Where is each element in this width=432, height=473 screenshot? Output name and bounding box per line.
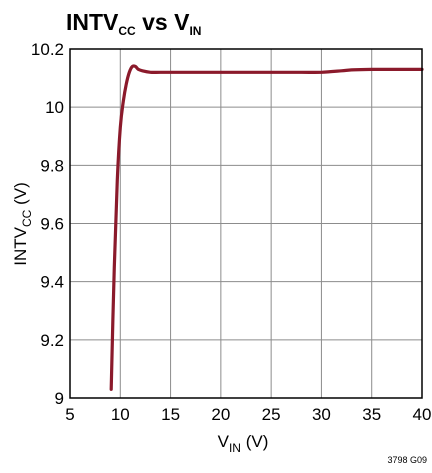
y-tick-label: 9.8 (40, 156, 64, 175)
y-tick-label: 9.4 (40, 273, 64, 292)
chart-title: INTVCC vs VIN (66, 9, 201, 38)
x-tick-label: 30 (312, 405, 331, 424)
x-tick-label: 5 (65, 405, 74, 424)
x-tick-label: 25 (262, 405, 281, 424)
y-axis-label: INTVCC (V) (11, 182, 34, 265)
figure-id-note: 3798 G09 (387, 455, 427, 465)
y-tick-label: 9.2 (40, 331, 64, 350)
x-tick-label: 20 (211, 405, 230, 424)
plot-frame (69, 48, 423, 399)
y-tick-label: 10.2 (31, 40, 64, 59)
y-tick-label: 10 (45, 98, 64, 117)
grid (69, 48, 423, 399)
x-tick-label: 35 (362, 405, 381, 424)
x-axis-label: VIN (V) (218, 432, 269, 455)
series-line (109, 64, 424, 391)
y-tick-label: 9.6 (40, 215, 64, 234)
y-tick-label: 9 (55, 389, 64, 408)
x-tick-label: 40 (413, 405, 432, 424)
series-group (109, 64, 424, 391)
x-tick-label: 10 (111, 405, 130, 424)
tick-labels: 5 10 15 20 25 30 35 40 9 9.2 9.4 9.6 9.8 10 10.2 (31, 40, 432, 424)
x-tick-label: 15 (161, 405, 180, 424)
